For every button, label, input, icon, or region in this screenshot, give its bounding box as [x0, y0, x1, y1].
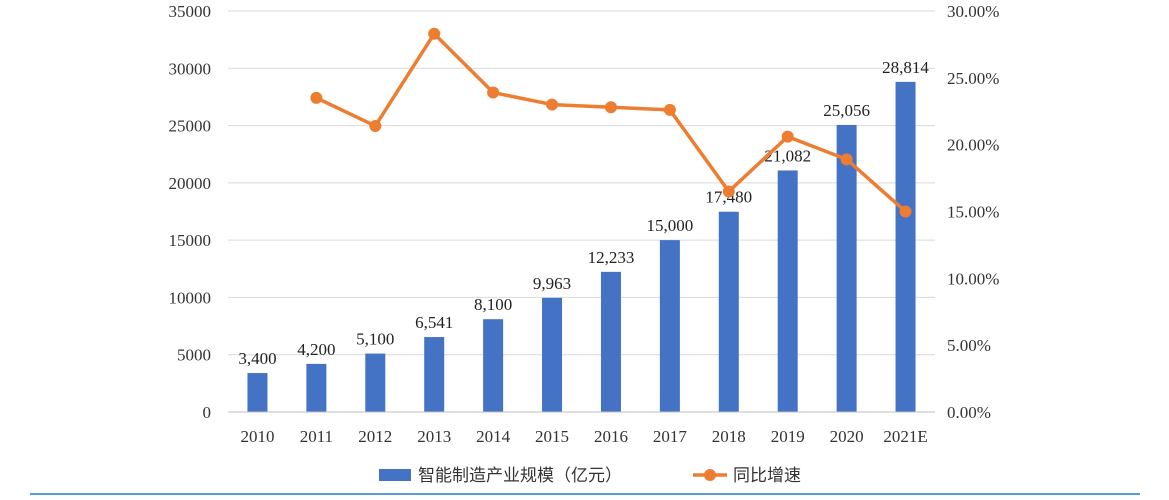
bar [836, 124, 857, 413]
bar-data-labels: 3,400 4,200 5,100 6,541 8,100 9,963 12,233 15,0… [238, 58, 929, 368]
legend-line-marker [704, 469, 716, 481]
y2-tick-label: 5.00% [947, 336, 991, 355]
y-tick-label: 15000 [169, 231, 212, 250]
legend-bar-label: 智能制造产业规模（亿元） [418, 466, 622, 486]
legend-bar-swatch [379, 469, 411, 481]
bar-data-label: 9,963 [533, 274, 571, 293]
x-axis: 2010 2011 2012 2013 2014 2015 2016 2017 2018 2019… [228, 411, 935, 446]
x-tick-label: 2011 [300, 427, 333, 446]
growth-point [840, 153, 853, 166]
bar-data-label: 4,200 [297, 340, 335, 359]
growth-point [487, 86, 500, 99]
bar-data-label: 5,100 [356, 330, 394, 349]
y-tick-label: 10000 [169, 288, 212, 307]
x-tick-label: 2010 [240, 427, 274, 446]
legend-line-label: 同比增速 [733, 466, 801, 486]
gridlines [228, 10, 935, 356]
y2-tick-label: 25.00% [947, 69, 999, 88]
y-tick-label: 20000 [169, 174, 212, 193]
bar [659, 240, 680, 412]
bar [306, 363, 327, 412]
y-axis-left: 0 5000 10000 15000 20000 25000 30000 35000 [169, 2, 212, 422]
y-tick-label: 30000 [169, 59, 212, 78]
y-tick-label: 35000 [169, 2, 212, 21]
bar-series [247, 81, 916, 413]
y2-tick-label: 15.00% [947, 203, 999, 222]
growth-point [663, 103, 676, 116]
growth-line [315, 31, 907, 213]
y2-tick-label: 20.00% [947, 136, 999, 155]
bar [424, 337, 445, 412]
bar [777, 170, 798, 412]
y-tick-label: 0 [203, 403, 212, 422]
bar [600, 271, 621, 412]
bottom-rule [30, 493, 1140, 495]
legend: 智能制造产业规模（亿元） 同比增速 [379, 466, 801, 486]
growth-point [546, 98, 559, 111]
y-tick-label: 5000 [177, 346, 211, 365]
x-tick-label: 2020 [830, 427, 864, 446]
bar-data-label: 3,400 [238, 349, 276, 368]
bar [365, 353, 386, 412]
bar [483, 319, 504, 412]
bar [542, 297, 563, 412]
growth-point [604, 101, 617, 114]
growth-point [310, 91, 323, 104]
bar-data-label: 6,541 [415, 313, 453, 332]
y2-tick-label: 0.00% [947, 403, 991, 422]
bar-data-label: 8,100 [474, 295, 512, 314]
growth-point [369, 119, 382, 132]
growth-point [722, 185, 735, 198]
y2-tick-label: 30.00% [947, 2, 999, 21]
growth-point [428, 27, 441, 40]
x-tick-label: 2017 [653, 427, 688, 446]
y2-tick-label: 10.00% [947, 269, 999, 288]
bar [895, 81, 916, 412]
bar-data-label: 15,000 [647, 216, 694, 235]
y-tick-label: 25000 [169, 117, 212, 136]
bar [247, 373, 268, 412]
x-tick-label: 2019 [771, 427, 805, 446]
growth-point [899, 205, 912, 218]
x-tick-label: 2018 [712, 427, 746, 446]
line-series [310, 27, 912, 218]
x-tick-label: 2015 [535, 427, 569, 446]
x-tick-label: 2014 [476, 427, 511, 446]
x-tick-label: 2013 [417, 427, 451, 446]
bar [718, 211, 739, 412]
bar-data-label: 12,233 [588, 248, 635, 267]
x-tick-label: 2021E [883, 427, 927, 446]
growth-point [781, 130, 794, 143]
x-tick-label: 2012 [358, 427, 392, 446]
x-tick-label: 2016 [594, 427, 628, 446]
bar-data-label: 28,814 [882, 58, 929, 77]
y-axis-right: 0.00% 5.00% 10.00% 15.00% 20.00% 25.00% 30.00% [947, 2, 999, 422]
bar-data-label: 25,056 [823, 101, 870, 120]
bar-data-label: 21,082 [764, 146, 811, 165]
